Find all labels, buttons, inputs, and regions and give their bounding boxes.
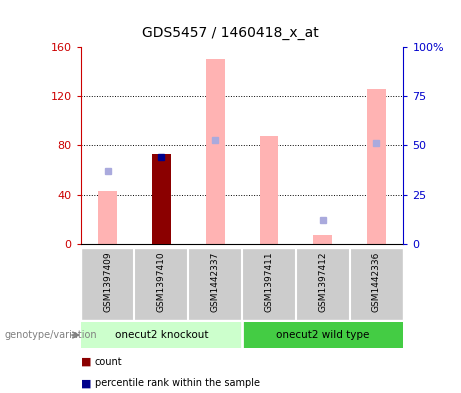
Text: count: count (95, 356, 122, 367)
Bar (98, 191, 117, 244)
Text: GDS5457 / 1460418_x_at: GDS5457 / 1460418_x_at (142, 26, 319, 40)
Text: GSM1397410: GSM1397410 (157, 251, 166, 312)
Text: GSM1397412: GSM1397412 (318, 251, 327, 312)
Bar (367, 89, 386, 244)
Text: GSM1442336: GSM1442336 (372, 251, 381, 312)
Text: ■: ■ (81, 378, 91, 388)
Bar (313, 235, 332, 244)
Bar (81, 322, 242, 348)
Text: GSM1442337: GSM1442337 (211, 251, 219, 312)
Text: percentile rank within the sample: percentile rank within the sample (95, 378, 260, 388)
Text: ■: ■ (81, 356, 91, 367)
Bar (152, 154, 171, 244)
Bar (242, 322, 403, 348)
Text: GSM1397411: GSM1397411 (265, 251, 273, 312)
Text: GSM1397409: GSM1397409 (103, 251, 112, 312)
Bar (206, 59, 225, 244)
Text: onecut2 wild type: onecut2 wild type (276, 330, 369, 340)
Text: onecut2 knockout: onecut2 knockout (115, 330, 208, 340)
Text: genotype/variation: genotype/variation (5, 330, 97, 340)
Bar (260, 136, 278, 244)
